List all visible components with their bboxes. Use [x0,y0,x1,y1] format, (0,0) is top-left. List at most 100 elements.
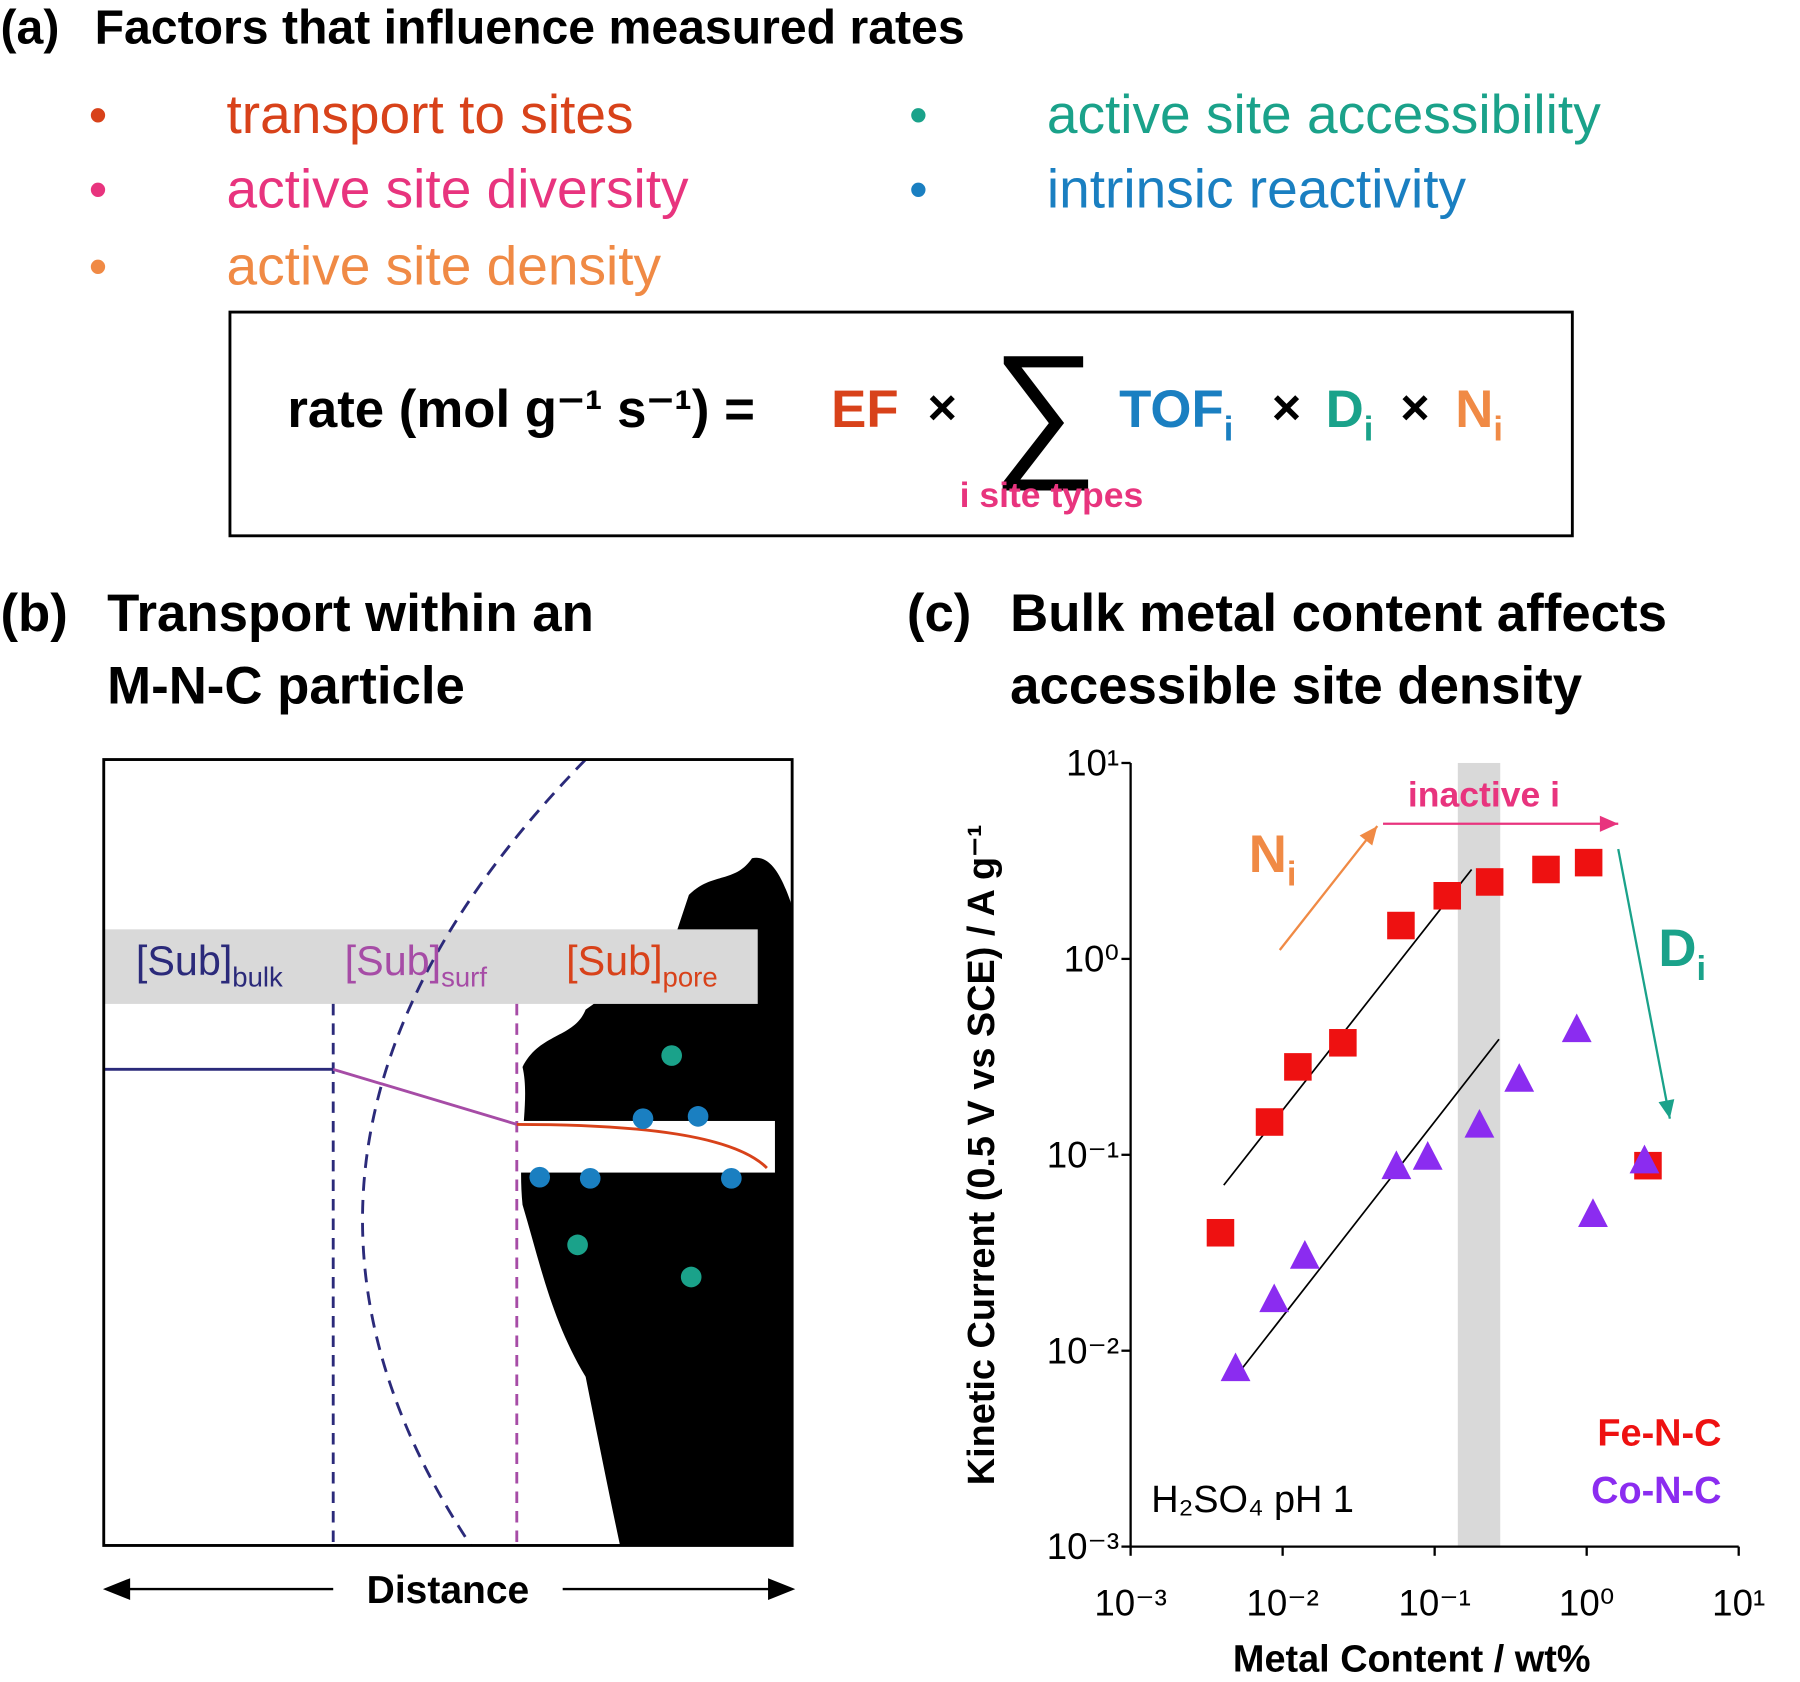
data-point [1206,1218,1235,1247]
boundary-layer [361,759,587,1546]
annotation-n-base: N [1249,825,1287,884]
site [680,1266,702,1288]
x-tick-label: 10⁰ [1559,1582,1615,1623]
data-point [1387,911,1415,940]
site [567,1234,588,1256]
bullet: • [89,161,107,220]
x-tick-label: 10¹ [1712,1582,1765,1623]
data-point [1433,881,1462,910]
equation-times: × [928,379,957,436]
x-tick-label: 10⁻¹ [1398,1582,1470,1623]
site [529,1166,551,1188]
site [687,1106,709,1127]
equation-lhs: rate (mol g⁻¹ s⁻¹) = [287,380,755,439]
legend-entry: Co-N-C [1591,1470,1721,1512]
data-point [1259,1283,1290,1313]
panel-title: Transport within an [107,584,594,643]
equation-n: Ni [1455,380,1503,449]
sum-label: i site types [960,475,1144,515]
fit-line [1223,868,1473,1186]
factor: intrinsic reactivity [1047,158,1467,220]
data-point [1255,1108,1284,1136]
particle [521,857,793,1546]
y-axis-title: Kinetic Current (0.5 V vs SCE) / A g⁻¹ [961,824,1003,1485]
concentration-label: [Sub]bulk [136,938,283,992]
concentration-label-base: [Sub] [136,938,232,984]
site [721,1167,742,1189]
equation-n-subscript: i [1493,411,1503,449]
bullet: • [909,161,927,220]
accessible-sites [529,1106,742,1189]
data-point [1629,1144,1660,1174]
x-tick-label: 10⁻² [1246,1582,1318,1623]
annotation-n-subscript: i [1287,856,1297,894]
factor: active site diversity [227,158,690,220]
panel-title: accessible site density [1010,656,1583,715]
fit-line [1241,1038,1500,1370]
equation-times: × [1272,379,1301,436]
equation-box [228,310,1574,538]
panel-title: Factors that influence measured rates [95,1,965,55]
data-point [1475,868,1504,896]
data-point [1284,1053,1312,1081]
arrow-head [102,1578,131,1600]
concentration-label: [Sub]pore [566,938,718,992]
axis-label: Distance [367,1569,530,1612]
data-point [1561,1013,1592,1043]
data-point [1578,1198,1608,1227]
annotation-n: Ni [1249,825,1297,894]
equation-d-subscript: i [1364,411,1374,449]
data-point [1220,1352,1251,1382]
panel-label: (c) [907,584,972,643]
equation-tof-subscript: i [1224,411,1234,449]
diagram-frame [102,758,794,1547]
equation-d: Di [1326,380,1374,449]
x-axis-title: Metal Content / wt% [1233,1639,1591,1681]
data-point [1412,1141,1443,1170]
y-tick-label: 10⁻³ [1047,1526,1119,1567]
data-point [1532,855,1560,884]
factor: active site density [227,235,662,297]
y-tick-label: 10⁻¹ [1047,1134,1119,1175]
equation-ef: EF [831,380,898,439]
y-tick-label: 10⁰ [1064,939,1120,980]
arrow-head [1359,826,1378,846]
panel-label: (a) [0,1,59,55]
concentration-label-base: [Sub] [566,938,662,984]
bullet: • [909,86,927,145]
pore-profile [516,1122,768,1170]
arrow-head [768,1578,796,1600]
data-point [1464,1108,1495,1138]
annotation-arrow [1278,825,1379,951]
particle-diagram [103,759,793,1546]
annotation-arrow [1617,848,1671,1119]
equation-tof-base: TOF [1119,380,1224,439]
equation-sum: ∑ [991,324,1097,491]
y-tick-label: 10⁻² [1047,1330,1119,1371]
buried-sites [567,1045,702,1288]
condition-label: H₂SO₄ pH 1 [1151,1479,1354,1521]
bullet: • [89,86,107,145]
data-point [1381,1150,1412,1180]
concentration-label: [Sub]surf [345,938,488,992]
annotation-d-subscript: i [1697,950,1707,988]
bullet: • [89,238,107,297]
arrow-head [1658,1099,1675,1119]
concentration-label-subscript: bulk [232,962,283,993]
data-point [1574,848,1603,877]
panel-title: M-N-C particle [107,656,465,715]
data-point [1329,1029,1357,1057]
arrow-head [1599,815,1619,832]
equation-tof: TOFi [1119,380,1233,449]
legend-entry: Fe-N-C [1597,1413,1721,1455]
equation-times: × [1400,379,1429,436]
equation-d-base: D [1326,380,1364,439]
annotation-d-base: D [1658,919,1696,978]
concentration-label-subscript: surf [441,962,487,993]
annotation-inactive: inactive i [1408,775,1560,815]
panel-title: Bulk metal content affects [1010,584,1667,643]
site [661,1045,683,1066]
equation-n-base: N [1455,380,1493,439]
panel-label: (b) [0,584,67,643]
